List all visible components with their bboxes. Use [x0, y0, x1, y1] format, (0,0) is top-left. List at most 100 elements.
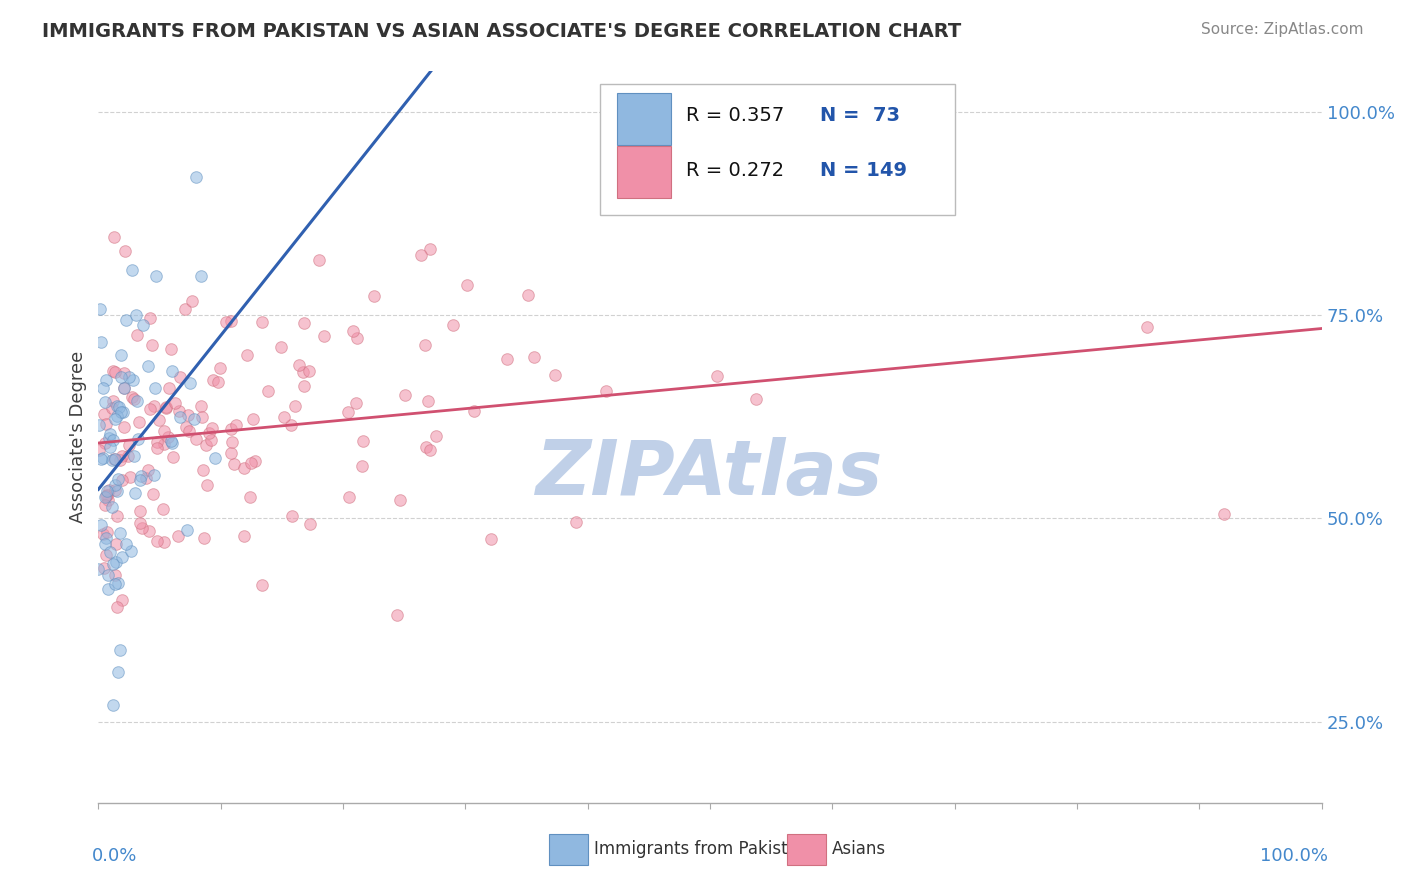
Point [288, 358, 311, 372]
Point [336, 405, 359, 419]
Point [221, 446, 243, 460]
Point [183, 411, 205, 425]
Point [169, 370, 191, 384]
Point [155, 400, 177, 414]
Point [179, 424, 201, 438]
Point [292, 316, 315, 330]
Point [117, 449, 139, 463]
Text: 0.0%: 0.0% [93, 847, 138, 864]
Point [153, 437, 176, 451]
Point [108, 453, 131, 467]
Text: Immigrants from Pakistan: Immigrants from Pakistan [593, 840, 808, 858]
Point [184, 432, 207, 446]
Point [91, 451, 114, 466]
Point [108, 400, 131, 414]
Point [111, 405, 134, 419]
Point [112, 366, 135, 380]
Point [1212, 508, 1234, 522]
Point [94, 395, 117, 409]
Point [104, 411, 127, 425]
Point [94, 548, 117, 562]
Point [121, 390, 143, 404]
Text: N = 149: N = 149 [820, 161, 907, 179]
Point [233, 529, 256, 543]
Point [242, 412, 264, 426]
Point [93, 407, 115, 421]
FancyBboxPatch shape [787, 834, 827, 865]
Point [94, 373, 117, 387]
Point [179, 376, 201, 390]
Point [120, 544, 142, 558]
Point [97, 568, 120, 582]
Point [104, 452, 127, 467]
Point [413, 337, 436, 351]
Point [252, 315, 274, 329]
Point [110, 449, 132, 463]
Point [193, 531, 215, 545]
Point [160, 434, 183, 449]
Point [89, 417, 111, 432]
Point [101, 452, 124, 467]
Text: 100.0%: 100.0% [1260, 847, 1327, 864]
Point [115, 313, 138, 327]
Point [344, 396, 367, 410]
Point [245, 454, 267, 468]
Point [112, 381, 135, 395]
Point [115, 537, 138, 551]
Point [419, 242, 441, 256]
Point [352, 434, 374, 449]
Point [162, 450, 184, 464]
Point [595, 384, 617, 399]
Point [463, 404, 485, 418]
Point [96, 531, 118, 545]
Point [122, 449, 145, 463]
Point [281, 508, 304, 523]
Point [138, 524, 160, 538]
Point [173, 302, 195, 317]
Point [143, 381, 166, 395]
Point [389, 493, 412, 508]
Point [98, 545, 121, 559]
Point [94, 435, 117, 450]
Point [124, 486, 146, 500]
Point [143, 468, 166, 483]
Point [104, 576, 127, 591]
Point [409, 247, 432, 261]
Text: N =  73: N = 73 [820, 106, 900, 125]
Point [105, 409, 128, 424]
Point [176, 420, 198, 434]
Point [298, 516, 321, 531]
Point [96, 417, 118, 431]
Point [250, 578, 273, 592]
Point [190, 399, 212, 413]
Point [108, 526, 131, 541]
Point [202, 373, 225, 387]
Point [270, 340, 292, 354]
Point [337, 491, 360, 505]
Point [363, 289, 385, 303]
Point [135, 470, 157, 484]
Point [143, 399, 166, 413]
Point [221, 314, 243, 328]
Text: R = 0.357: R = 0.357 [686, 106, 783, 125]
Text: ZIPAtlas: ZIPAtlas [536, 437, 884, 510]
Point [110, 348, 132, 362]
Point [107, 575, 129, 590]
Point [283, 399, 305, 413]
FancyBboxPatch shape [617, 93, 671, 145]
Point [145, 441, 167, 455]
Point [180, 293, 202, 308]
Point [160, 343, 183, 357]
Point [96, 489, 118, 503]
Point [103, 230, 125, 244]
Point [105, 483, 128, 498]
Point [280, 418, 302, 433]
Point [98, 483, 121, 497]
Point [148, 413, 170, 427]
Point [101, 364, 124, 378]
Point [308, 253, 330, 268]
Point [136, 463, 159, 477]
Point [1136, 320, 1159, 334]
Point [103, 452, 125, 467]
Text: IMMIGRANTS FROM PAKISTAN VS ASIAN ASSOCIATE'S DEGREE CORRELATION CHART: IMMIGRANTS FROM PAKISTAN VS ASIAN ASSOCI… [42, 22, 962, 41]
